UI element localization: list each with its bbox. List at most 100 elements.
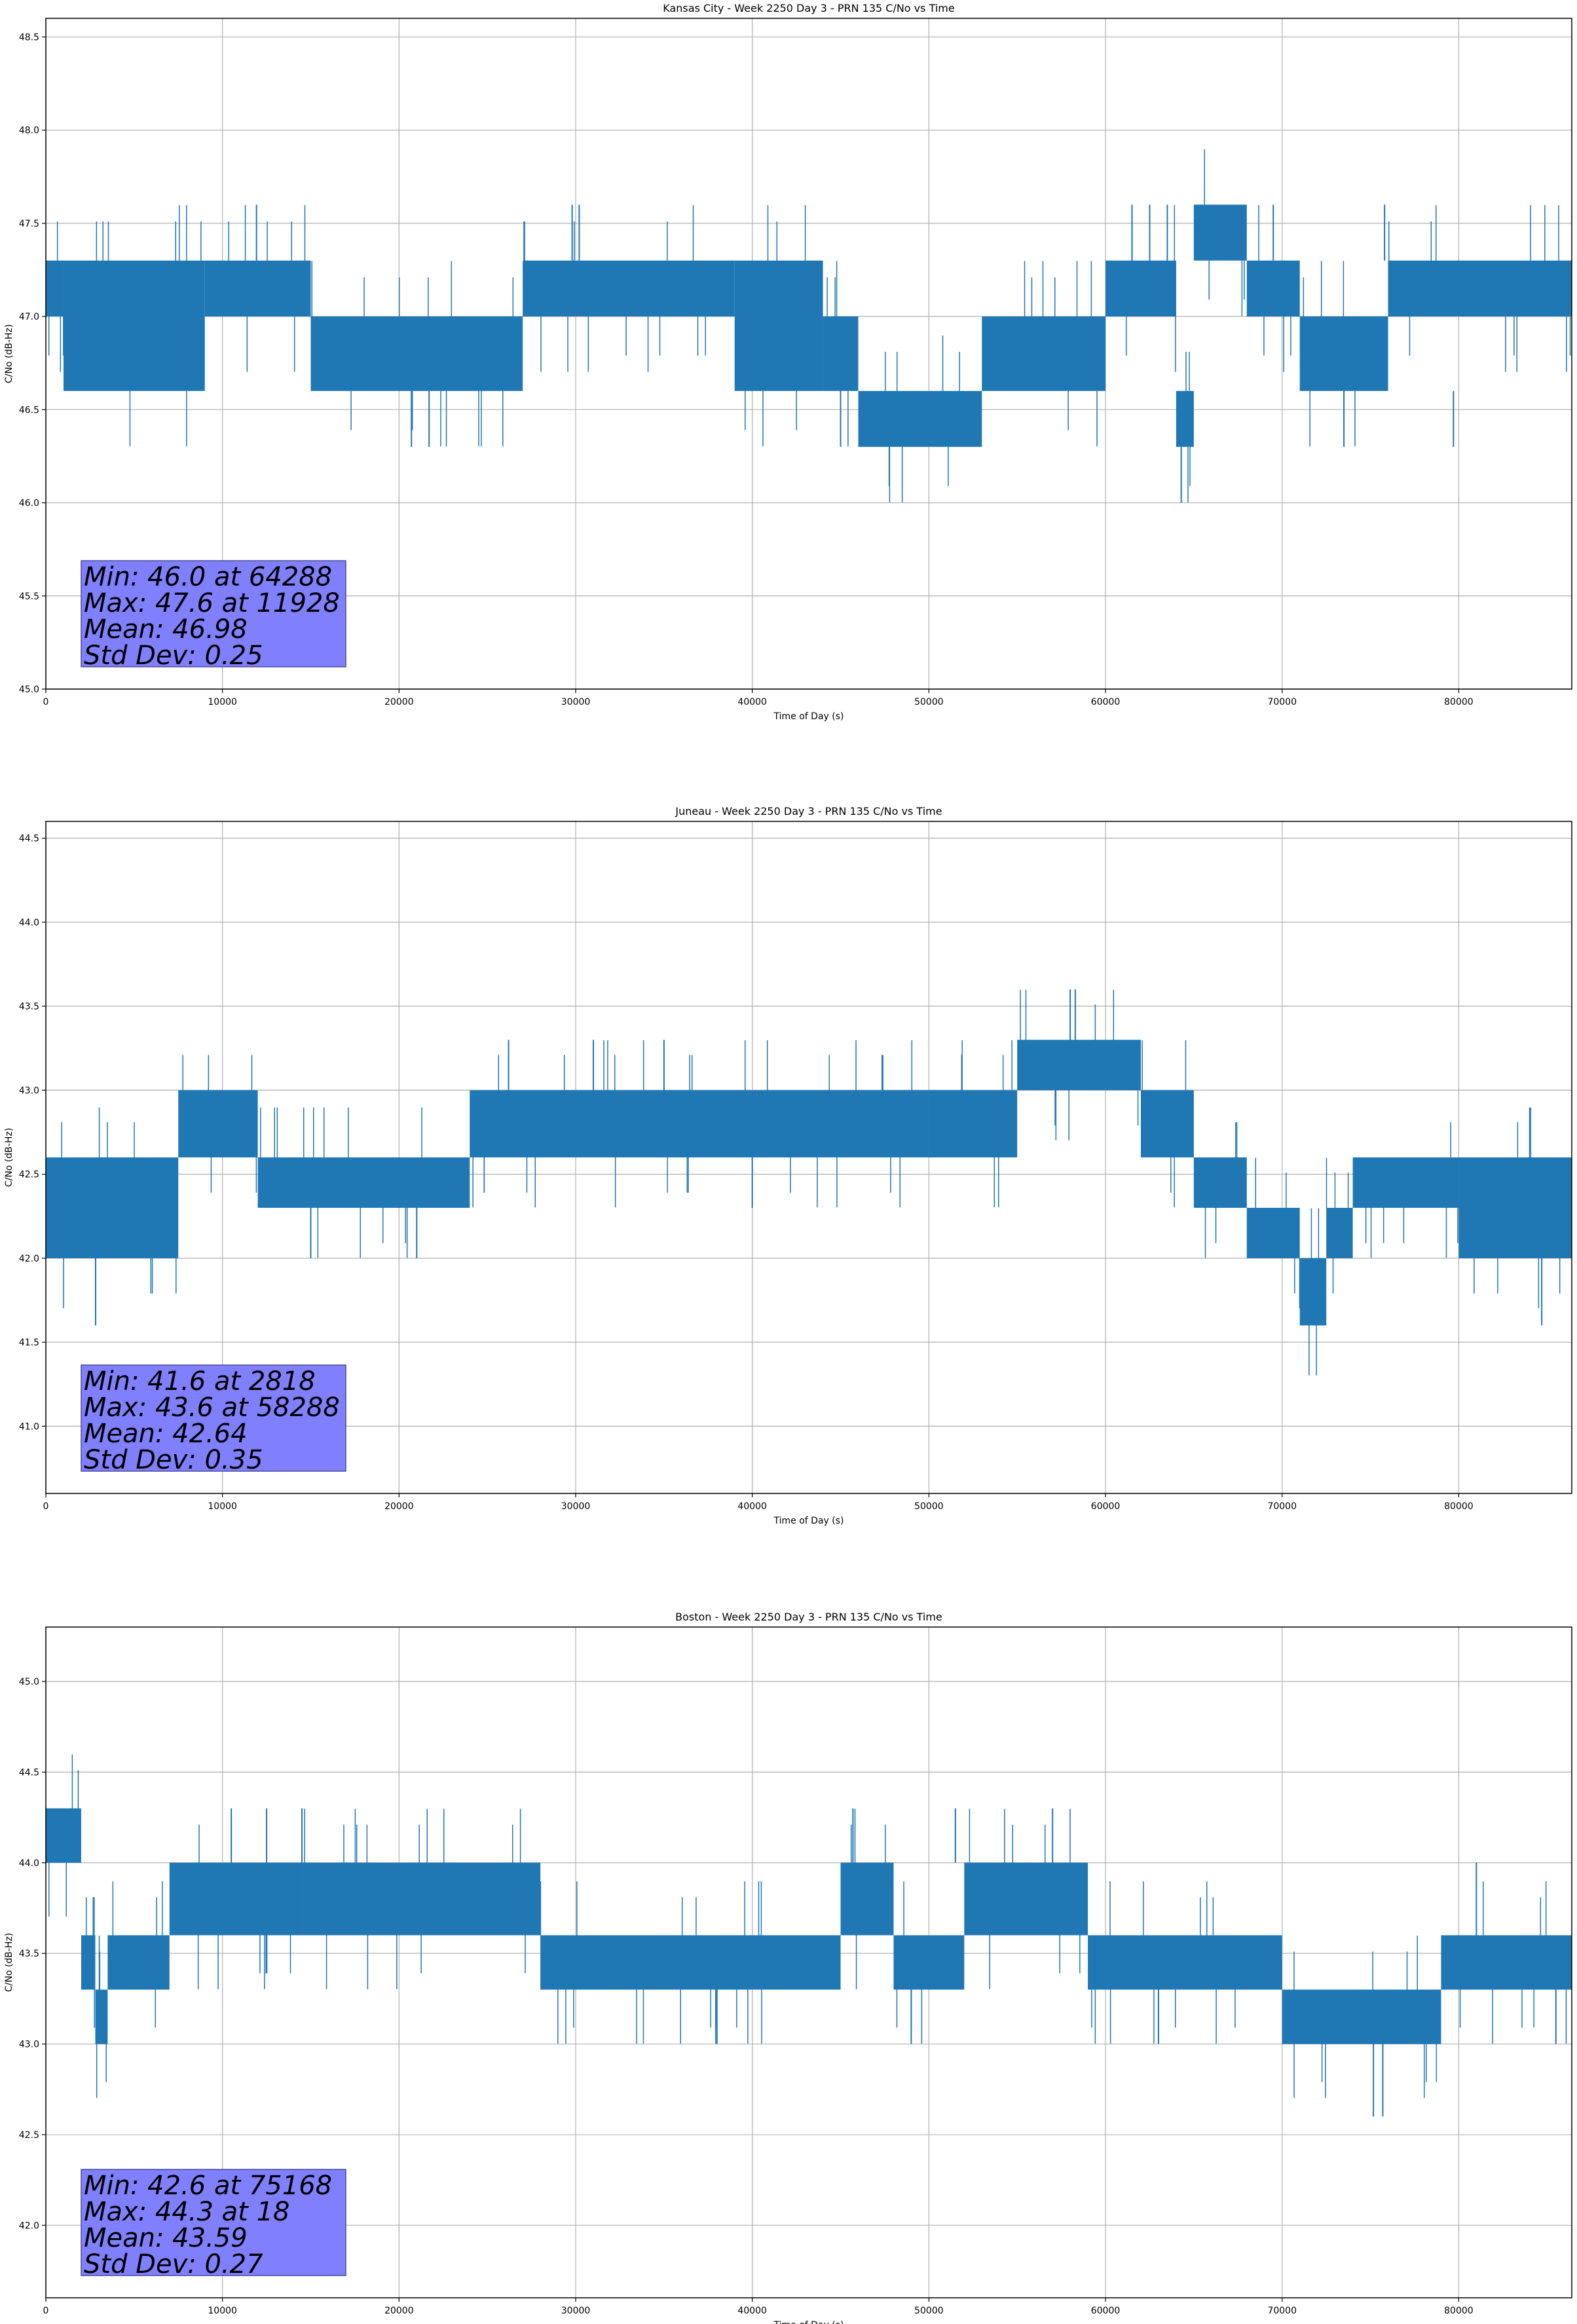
x-axis-label: Time of Day (s)	[773, 1516, 844, 1526]
series-band	[95, 1989, 108, 2044]
series-band	[523, 260, 735, 317]
chart-title: Kansas City - Week 2250 Day 3 - PRN 135 …	[663, 2, 954, 14]
series-band	[823, 316, 859, 391]
x-tick-label: 20000	[384, 1501, 414, 1512]
stats-line: Mean: 42.64	[84, 1419, 248, 1449]
y-tick-label: 43.5	[19, 1002, 39, 1012]
series-band	[858, 390, 982, 447]
axes-frame	[45, 18, 1572, 690]
series-band	[1299, 1258, 1327, 1326]
series-band	[107, 1935, 170, 1990]
stats-line: Max: 43.6 at 58288	[84, 1393, 340, 1423]
x-tick-label: 60000	[1091, 2306, 1121, 2316]
x-tick-label: 20000	[384, 697, 414, 707]
x-tick-label: 30000	[561, 2306, 591, 2316]
stats-line: Mean: 43.59	[84, 2223, 248, 2253]
y-tick-label: 45.5	[19, 591, 39, 602]
y-tick-label: 46.0	[19, 498, 39, 509]
stats-line: Mean: 46.98	[84, 614, 248, 645]
x-tick-label: 0	[43, 1501, 49, 1512]
series-band	[1299, 316, 1388, 391]
x-tick-label: 80000	[1444, 1501, 1474, 1512]
x-tick-label: 20000	[384, 2306, 414, 2316]
x-axis-label: Time of Day (s)	[773, 2320, 844, 2324]
series-band	[257, 1157, 470, 1208]
series-band	[840, 1862, 894, 1936]
x-tick-label: 60000	[1091, 1501, 1121, 1512]
y-tick-label: 41.0	[19, 1421, 39, 1432]
series-band	[302, 1862, 541, 1936]
x-tick-label: 70000	[1267, 1501, 1297, 1512]
y-tick-label: 46.5	[19, 405, 39, 415]
series-band	[929, 1090, 1018, 1157]
series-band	[63, 260, 205, 391]
chart-title: Juneau - Week 2250 Day 3 - PRN 135 C/No …	[675, 805, 942, 817]
series-band	[982, 316, 1106, 391]
series-band	[46, 260, 64, 317]
chart-panel: 0 10000 20000 30000 40000 50000 60000 70000 8000…	[4, 805, 1572, 1526]
y-tick-label: 47.5	[19, 219, 39, 229]
series-band	[310, 316, 523, 391]
y-tick-label: 42.5	[19, 2130, 39, 2141]
series-band	[204, 260, 311, 317]
y-tick-label: 48.5	[19, 32, 39, 43]
y-axis-label: C/No (dB-Hz)	[4, 1128, 14, 1187]
x-tick-label: 60000	[1091, 697, 1121, 707]
series-band	[46, 1808, 81, 1863]
chart-panel: 0 10000 20000 30000 40000 50000 60000 70000 8000…	[4, 2, 1572, 722]
x-tick-label: 40000	[737, 1501, 767, 1512]
series-band	[1105, 260, 1176, 317]
y-tick-label: 42.5	[19, 1170, 39, 1180]
x-tick-label: 0	[43, 2306, 49, 2316]
x-tick-label: 10000	[208, 697, 237, 707]
series-band	[1140, 1090, 1194, 1157]
stats-line: Std Dev: 0.27	[84, 2249, 263, 2279]
x-tick-label: 10000	[208, 2306, 237, 2316]
x-tick-label: 30000	[561, 697, 591, 707]
y-tick-label: 45.0	[19, 684, 39, 695]
series-line	[45, 1754, 1572, 2117]
chart-title: Boston - Week 2250 Day 3 - PRN 135 C/No …	[675, 1611, 942, 1623]
series-line	[46, 149, 1572, 503]
stats-box	[81, 1364, 346, 1472]
series-band	[1176, 390, 1194, 447]
stats-line: Std Dev: 0.35	[84, 1445, 263, 1475]
x-tick-label: 40000	[737, 2306, 767, 2316]
stats-box	[81, 2169, 346, 2276]
x-tick-label: 50000	[914, 697, 944, 707]
x-tick-label: 80000	[1444, 2306, 1474, 2316]
x-tick-label: 50000	[914, 2306, 944, 2316]
y-tick-label: 43.0	[19, 2040, 39, 2050]
y-tick-label: 42.0	[19, 2221, 39, 2231]
series-band	[1246, 1207, 1300, 1258]
stats-line: Min: 42.6 at 75168	[84, 2171, 332, 2201]
series-band	[1326, 1207, 1353, 1258]
y-tick-label: 44.0	[19, 918, 39, 928]
series-band	[1458, 1157, 1572, 1258]
series-band	[81, 1935, 96, 1990]
y-tick-label: 42.0	[19, 1254, 39, 1264]
x-tick-label: 40000	[737, 697, 767, 707]
series-band	[1193, 204, 1247, 261]
series-band	[178, 1090, 258, 1157]
y-tick-label: 44.5	[19, 1767, 39, 1778]
series-line	[46, 989, 1572, 1376]
x-tick-label: 10000	[208, 1501, 237, 1512]
x-axis-label: Time of Day (s)	[773, 711, 844, 722]
series-band	[964, 1862, 1088, 1936]
series-band	[1352, 1157, 1459, 1208]
series-band	[1246, 260, 1300, 317]
x-tick-label: 70000	[1267, 2306, 1297, 2316]
stats-line: Min: 41.6 at 2818	[84, 1366, 316, 1396]
y-tick-label: 44.5	[19, 834, 39, 844]
y-axis-label: C/No (dB-Hz)	[4, 1933, 14, 1992]
y-axis-label: C/No (dB-Hz)	[4, 324, 14, 383]
x-tick-label: 30000	[561, 1501, 591, 1512]
series-band	[46, 1157, 179, 1258]
y-tick-label: 48.0	[19, 126, 39, 136]
axes-frame	[45, 1626, 1572, 2298]
chart-panel: 0 10000 20000 30000 40000 50000 60000 70000 8000…	[4, 1611, 1572, 2324]
series-band	[734, 260, 823, 391]
stats-line: Std Dev: 0.25	[84, 641, 263, 671]
